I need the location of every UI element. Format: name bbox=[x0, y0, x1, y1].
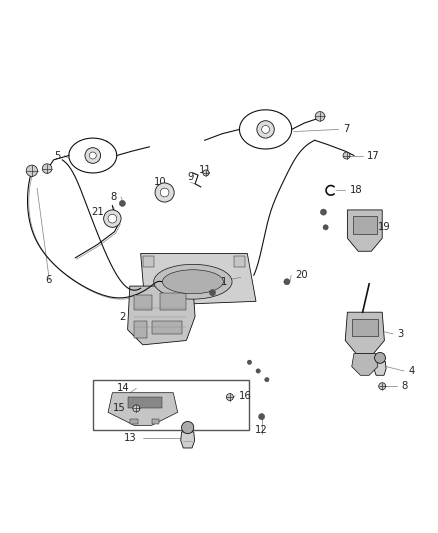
Polygon shape bbox=[127, 286, 195, 345]
Circle shape bbox=[226, 393, 233, 400]
Bar bbox=[152, 321, 182, 334]
Text: 1: 1 bbox=[221, 277, 228, 287]
Text: 9: 9 bbox=[187, 172, 194, 182]
Text: 18: 18 bbox=[350, 185, 362, 195]
Polygon shape bbox=[141, 254, 256, 305]
Bar bbox=[134, 295, 152, 310]
Text: 12: 12 bbox=[255, 425, 268, 435]
Circle shape bbox=[284, 279, 290, 285]
Circle shape bbox=[85, 148, 101, 163]
Circle shape bbox=[343, 152, 350, 159]
Text: 21: 21 bbox=[91, 207, 104, 217]
Circle shape bbox=[89, 152, 96, 159]
Text: 16: 16 bbox=[239, 391, 251, 401]
Text: 19: 19 bbox=[378, 222, 391, 232]
Text: 17: 17 bbox=[367, 150, 380, 160]
Circle shape bbox=[209, 289, 215, 296]
Bar bbox=[152, 419, 159, 424]
Polygon shape bbox=[181, 432, 194, 448]
Circle shape bbox=[247, 360, 252, 365]
Text: 14: 14 bbox=[117, 383, 130, 393]
Circle shape bbox=[257, 120, 274, 138]
Text: 11: 11 bbox=[199, 165, 212, 175]
Text: 20: 20 bbox=[296, 270, 308, 280]
Bar bbox=[353, 216, 377, 234]
Ellipse shape bbox=[162, 270, 223, 294]
Text: 13: 13 bbox=[124, 433, 136, 443]
Circle shape bbox=[108, 214, 117, 223]
Circle shape bbox=[119, 200, 125, 206]
Ellipse shape bbox=[374, 352, 385, 364]
Circle shape bbox=[315, 111, 325, 121]
Text: 7: 7 bbox=[343, 124, 350, 134]
Text: 15: 15 bbox=[113, 403, 125, 414]
Text: 6: 6 bbox=[45, 274, 51, 285]
Polygon shape bbox=[347, 210, 382, 251]
Text: 5: 5 bbox=[54, 150, 60, 160]
Circle shape bbox=[203, 170, 209, 176]
Bar bbox=[134, 321, 147, 338]
Circle shape bbox=[321, 209, 326, 215]
Circle shape bbox=[258, 414, 265, 419]
Bar bbox=[127, 397, 162, 408]
Text: 12: 12 bbox=[191, 281, 204, 291]
Circle shape bbox=[133, 405, 140, 412]
Polygon shape bbox=[108, 393, 178, 425]
Polygon shape bbox=[352, 353, 378, 375]
Text: 3: 3 bbox=[397, 329, 404, 339]
Circle shape bbox=[261, 125, 269, 133]
Circle shape bbox=[323, 225, 328, 230]
Ellipse shape bbox=[182, 422, 194, 434]
Text: 2: 2 bbox=[119, 312, 125, 321]
Polygon shape bbox=[345, 312, 385, 353]
Text: 8: 8 bbox=[402, 381, 408, 391]
Circle shape bbox=[256, 369, 260, 373]
Bar bbox=[93, 379, 250, 430]
Text: 10: 10 bbox=[154, 176, 166, 187]
Text: 4: 4 bbox=[408, 366, 415, 376]
Bar bbox=[160, 293, 186, 310]
Circle shape bbox=[42, 164, 52, 173]
Circle shape bbox=[155, 183, 174, 202]
Ellipse shape bbox=[154, 264, 232, 299]
Bar bbox=[130, 419, 138, 424]
Circle shape bbox=[104, 210, 121, 228]
Circle shape bbox=[265, 377, 269, 382]
Circle shape bbox=[160, 188, 169, 197]
Bar bbox=[143, 256, 154, 266]
Polygon shape bbox=[374, 361, 386, 375]
Bar bbox=[234, 256, 245, 266]
Circle shape bbox=[26, 165, 38, 176]
Text: 8: 8 bbox=[110, 192, 117, 202]
Bar bbox=[352, 319, 378, 336]
Circle shape bbox=[379, 383, 386, 390]
